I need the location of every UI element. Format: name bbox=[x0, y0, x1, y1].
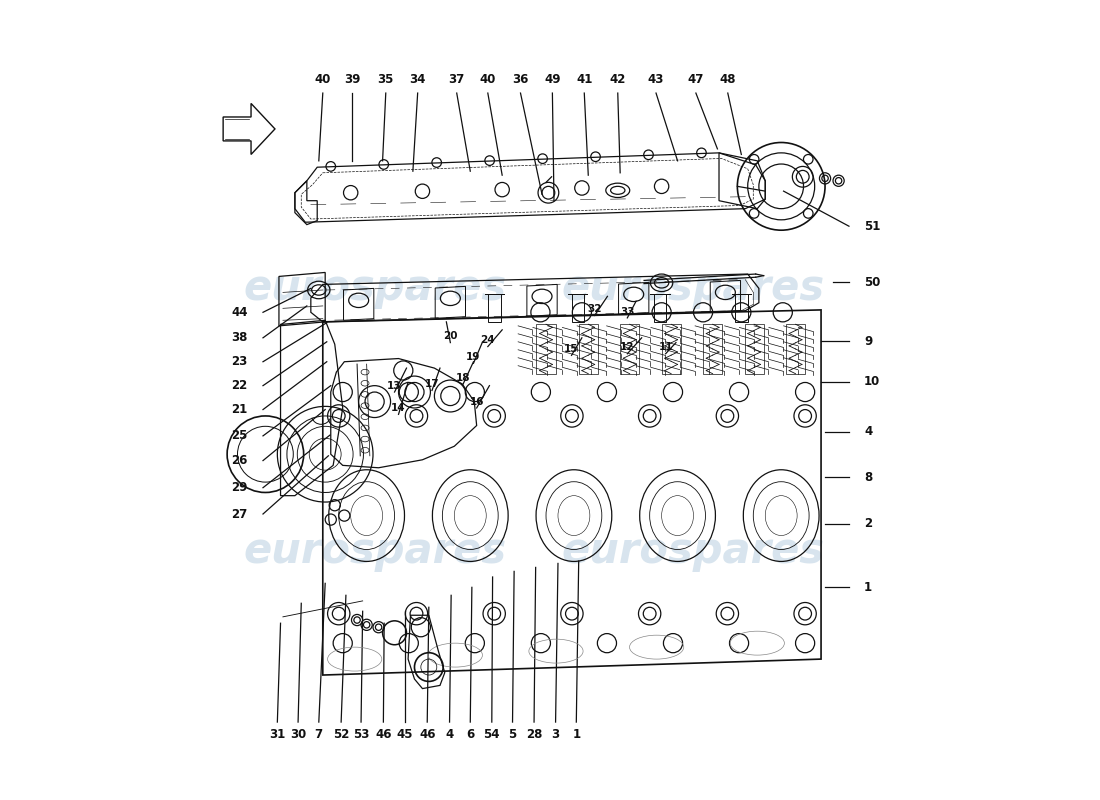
Text: 1: 1 bbox=[572, 728, 581, 742]
Text: 4: 4 bbox=[446, 728, 453, 742]
Text: 39: 39 bbox=[344, 73, 361, 86]
Text: 50: 50 bbox=[865, 275, 880, 289]
Bar bbox=[487, 294, 500, 322]
Text: 34: 34 bbox=[409, 73, 426, 86]
Text: 6: 6 bbox=[466, 728, 474, 742]
Text: 54: 54 bbox=[484, 728, 500, 742]
Text: 14: 14 bbox=[392, 403, 406, 413]
Text: 19: 19 bbox=[466, 352, 481, 362]
Text: 17: 17 bbox=[425, 379, 439, 389]
Text: 46: 46 bbox=[375, 728, 392, 742]
Text: 11: 11 bbox=[658, 342, 673, 352]
Text: 29: 29 bbox=[231, 481, 248, 494]
Text: 53: 53 bbox=[353, 728, 370, 742]
Text: 43: 43 bbox=[648, 73, 664, 86]
Text: 51: 51 bbox=[865, 220, 880, 233]
Text: 27: 27 bbox=[232, 507, 248, 521]
Text: 16: 16 bbox=[470, 397, 484, 406]
Text: 36: 36 bbox=[513, 73, 529, 86]
Text: 40: 40 bbox=[480, 73, 496, 86]
Text: 18: 18 bbox=[455, 373, 471, 382]
Text: 21: 21 bbox=[232, 403, 248, 416]
Text: 1: 1 bbox=[865, 581, 872, 594]
Text: 35: 35 bbox=[377, 73, 394, 86]
Text: 20: 20 bbox=[443, 331, 458, 342]
Text: eurospares: eurospares bbox=[243, 267, 506, 310]
Text: 22: 22 bbox=[232, 379, 248, 392]
Bar bbox=[703, 324, 723, 374]
Text: eurospares: eurospares bbox=[562, 267, 825, 310]
Text: 26: 26 bbox=[231, 454, 248, 467]
Text: 31: 31 bbox=[270, 728, 286, 742]
Text: 47: 47 bbox=[688, 73, 704, 86]
Text: 3: 3 bbox=[551, 728, 560, 742]
Text: 30: 30 bbox=[290, 728, 306, 742]
Text: 41: 41 bbox=[576, 73, 593, 86]
Bar bbox=[653, 294, 667, 322]
Text: 40: 40 bbox=[315, 73, 331, 86]
Text: 44: 44 bbox=[231, 306, 248, 319]
Text: 12: 12 bbox=[620, 342, 635, 352]
Bar bbox=[661, 324, 681, 374]
Text: 52: 52 bbox=[333, 728, 350, 742]
Text: 48: 48 bbox=[719, 73, 736, 86]
Bar bbox=[572, 294, 584, 322]
Text: 13: 13 bbox=[387, 381, 402, 390]
Bar bbox=[745, 324, 763, 374]
Text: 25: 25 bbox=[231, 430, 248, 442]
Bar bbox=[735, 294, 748, 322]
Text: 23: 23 bbox=[232, 355, 248, 368]
Text: eurospares: eurospares bbox=[562, 530, 825, 573]
Text: 10: 10 bbox=[865, 375, 880, 388]
Text: 8: 8 bbox=[865, 471, 872, 484]
Text: 4: 4 bbox=[865, 426, 872, 438]
Text: 7: 7 bbox=[315, 728, 323, 742]
Text: 9: 9 bbox=[865, 334, 872, 347]
Bar bbox=[537, 324, 556, 374]
Text: 37: 37 bbox=[449, 73, 465, 86]
Text: 38: 38 bbox=[231, 331, 248, 344]
Text: 24: 24 bbox=[481, 335, 495, 346]
Bar bbox=[620, 324, 639, 374]
Text: eurospares: eurospares bbox=[243, 530, 506, 573]
Text: 28: 28 bbox=[526, 728, 542, 742]
Bar bbox=[786, 324, 805, 374]
Text: 33: 33 bbox=[620, 306, 635, 317]
Text: 15: 15 bbox=[564, 344, 579, 354]
Text: 32: 32 bbox=[587, 304, 602, 314]
Text: 45: 45 bbox=[397, 728, 414, 742]
Text: 2: 2 bbox=[865, 517, 872, 530]
Text: 5: 5 bbox=[508, 728, 517, 742]
Text: 46: 46 bbox=[419, 728, 436, 742]
Bar bbox=[579, 324, 597, 374]
Text: 42: 42 bbox=[609, 73, 626, 86]
Text: 49: 49 bbox=[544, 73, 561, 86]
